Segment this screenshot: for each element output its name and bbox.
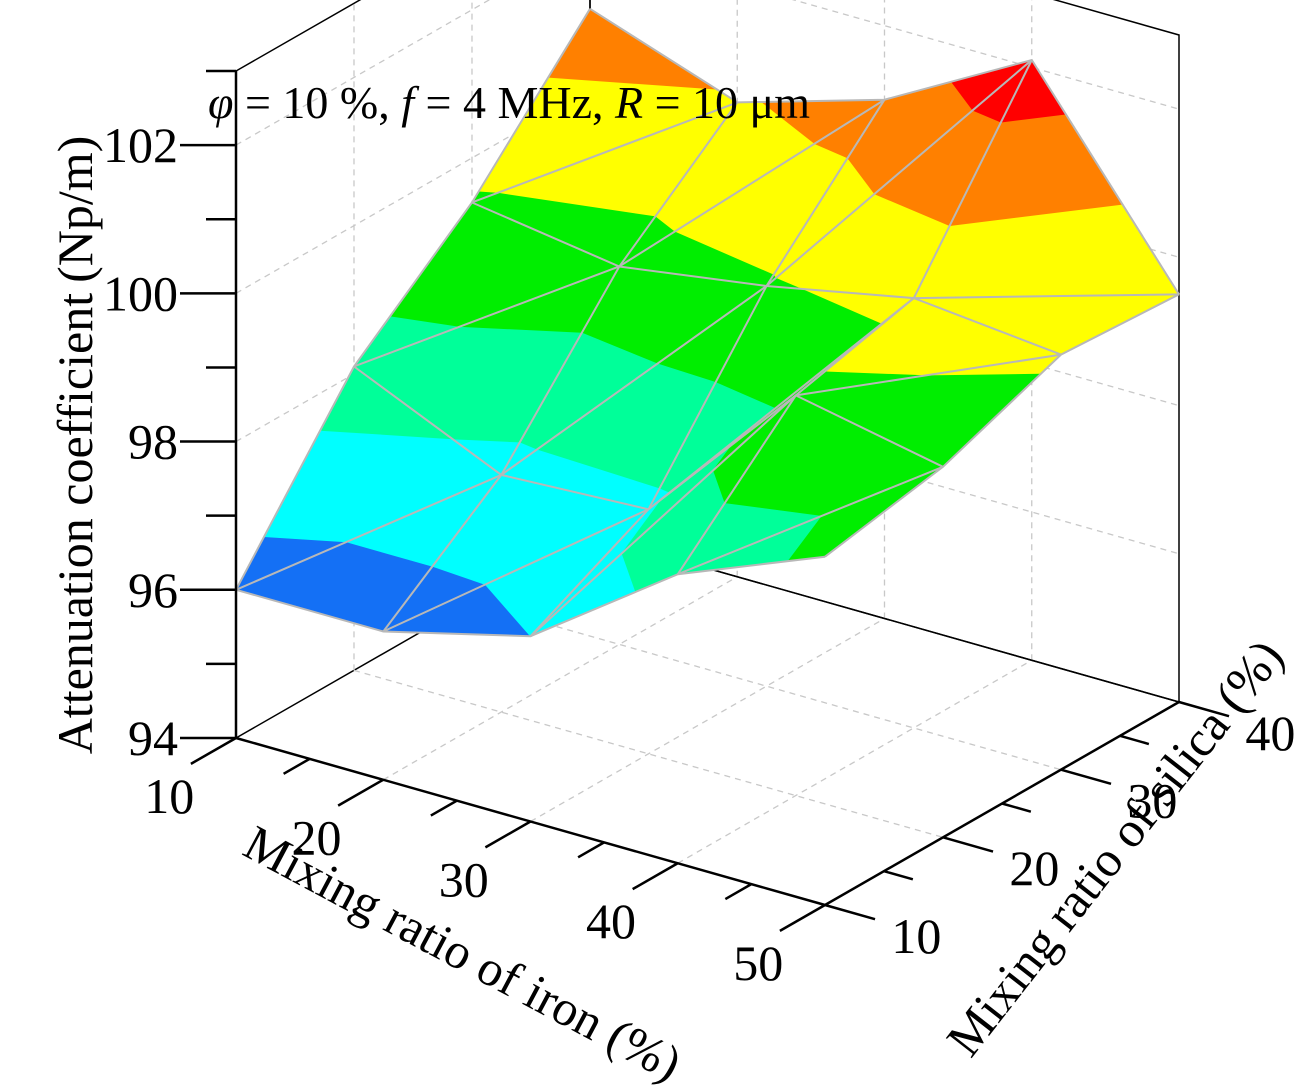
y-tick-label: 10	[891, 908, 941, 964]
chart-annotation: φ = 10 %, f = 4 MHz, R = 10 μm	[208, 77, 810, 128]
surface-plot	[235, 7, 1180, 638]
x-tick	[190, 736, 237, 765]
z-tick-label: 96	[128, 562, 178, 618]
z-tick-label: 100	[103, 265, 178, 321]
floor-gridline-x	[382, 576, 738, 781]
y-tick	[942, 836, 994, 853]
x-tick-label: 50	[733, 935, 783, 991]
surface-mesh-diagonal	[677, 465, 944, 576]
z-tick-label: 98	[128, 414, 178, 470]
surface-mesh-line	[676, 59, 1033, 575]
surface-mesh-line	[382, 101, 739, 633]
surface-mesh-diagonal	[647, 297, 915, 511]
surface-mesh-line	[529, 99, 886, 637]
x-tick-label: 30	[439, 851, 489, 907]
x-tick	[632, 862, 679, 891]
x-tick	[724, 883, 752, 901]
surface-mesh-diagonal	[235, 474, 502, 591]
y-tick	[1178, 700, 1230, 718]
y-tick-label: 30	[1127, 773, 1177, 829]
surface-mesh-diagonal	[618, 98, 886, 268]
y-tick-label: 20	[1009, 840, 1059, 896]
axes	[180, 69, 1230, 932]
x-tick	[484, 820, 532, 849]
y-tick	[824, 903, 876, 921]
floor-gridline-x	[530, 617, 885, 823]
z-tick-label: 102	[103, 117, 178, 173]
x-tick	[282, 757, 311, 775]
x-tick	[779, 903, 826, 932]
x-tick-label: 10	[144, 768, 194, 824]
y-axis-label: Mixing ratio of silica (%)	[935, 629, 1294, 1066]
floor-gridline-x	[677, 659, 1033, 864]
surface-mesh-diagonal	[913, 293, 1180, 300]
surface-mesh-diagonal	[471, 101, 738, 204]
x-tick	[577, 841, 605, 859]
y-tick	[1119, 734, 1150, 746]
x-tick-label: 20	[292, 810, 342, 866]
tick-labels: 94 96 98 100 102 10 20 30 40 50 10 20 30 40	[103, 117, 1295, 991]
floor-gridline-y	[471, 602, 1062, 771]
y-tick	[1001, 802, 1032, 813]
x-tick	[430, 799, 458, 817]
surface-mesh-diagonal	[353, 265, 620, 368]
surface-mesh-diagonal	[500, 285, 768, 476]
y-tick-label: 40	[1245, 705, 1295, 761]
z-tick-label: 94	[128, 710, 178, 766]
surface-mesh-diagonal	[529, 394, 797, 637]
y-tick	[883, 869, 914, 881]
z-axis-label: Attenuation coefficient (Np/m)	[47, 136, 103, 755]
surface-mesh-diagonal	[765, 59, 1033, 287]
surface-mesh-diagonal	[382, 508, 649, 633]
x-tick	[337, 778, 384, 807]
surface-mesh-line	[589, 7, 1180, 295]
surface-mesh-diagonal	[795, 353, 1062, 397]
y-tick	[1060, 768, 1112, 786]
x-tick-label: 40	[586, 893, 636, 949]
surface-mesh-line	[824, 293, 1180, 558]
surface-mesh-line	[235, 8, 591, 591]
floor-gridline-y	[353, 669, 944, 838]
wall-gridline-z	[235, 0, 1180, 146]
